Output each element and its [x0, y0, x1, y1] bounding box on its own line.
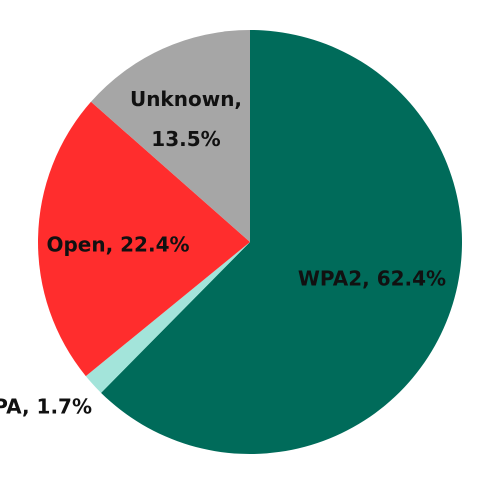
pie-slice — [90, 29, 250, 242]
data-label-line: 13.5% — [151, 127, 220, 151]
data-label: WPA, 1.7% — [0, 395, 92, 419]
data-label: Open, 22.4% — [46, 233, 189, 257]
data-label-line: Unknown, — [130, 87, 242, 111]
data-label: Unknown, 13.5% — [130, 87, 242, 151]
pie-slice — [37, 101, 251, 377]
data-label: WPA2, 62.4% — [298, 267, 446, 291]
pie-slice — [85, 242, 250, 393]
pie-slice — [101, 30, 463, 455]
